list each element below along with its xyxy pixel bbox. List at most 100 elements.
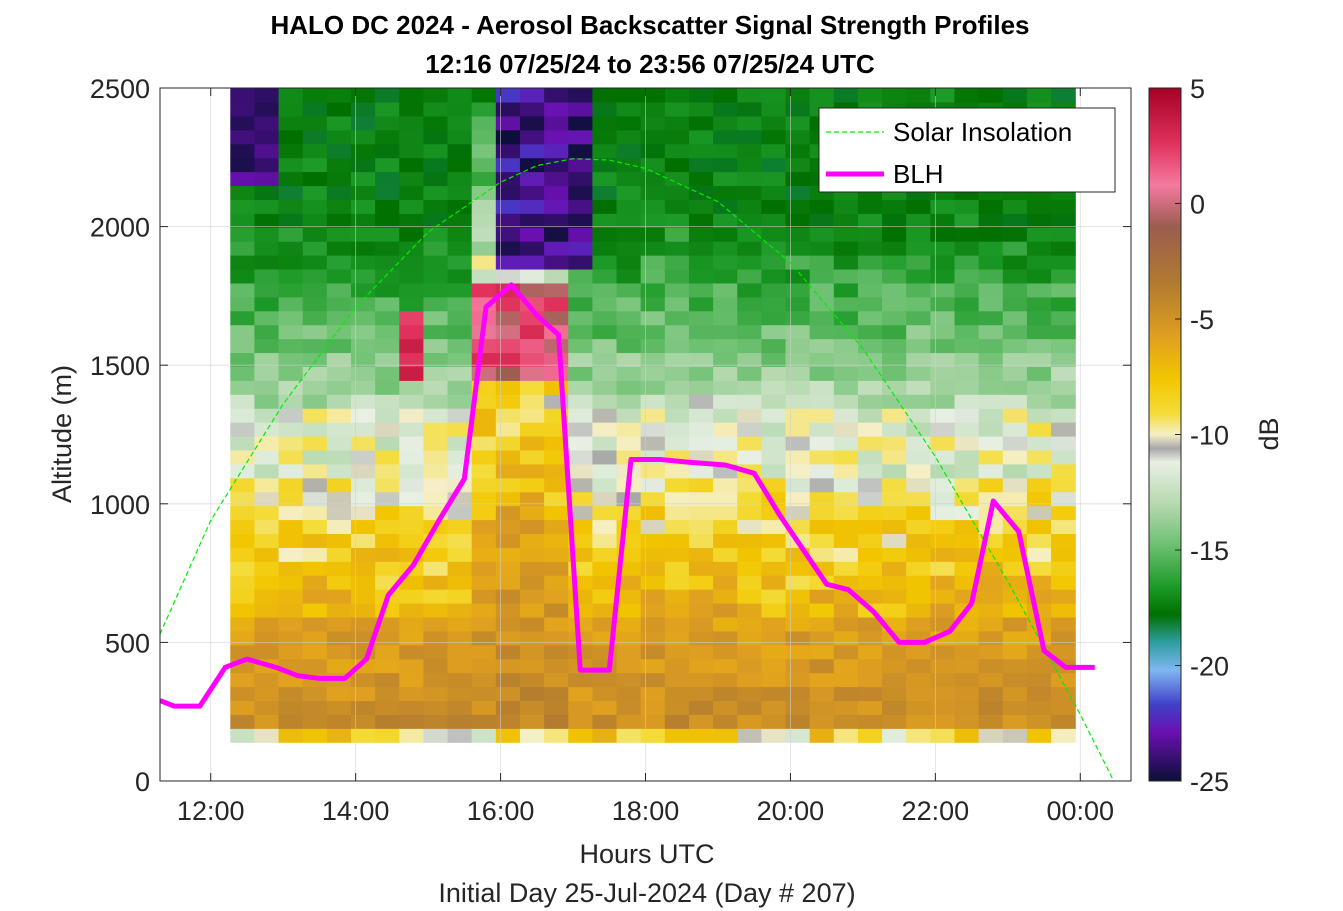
- heatmap-cell: [664, 157, 690, 173]
- heatmap-cell: [640, 477, 666, 493]
- heatmap-cell: [761, 213, 787, 228]
- heatmap-cell: [568, 728, 593, 743]
- heatmap-cell: [737, 658, 762, 674]
- heatmap-cell: [375, 505, 400, 521]
- heatmap-cell: [326, 519, 352, 535]
- heatmap-cell: [375, 115, 400, 131]
- heatmap-cell: [737, 101, 762, 117]
- heatmap-cell: [302, 463, 328, 479]
- heatmap-cell: [1051, 296, 1076, 312]
- heatmap-cell: [326, 157, 352, 173]
- heatmap-cell: [230, 672, 256, 688]
- heatmap-cell: [278, 199, 304, 214]
- heatmap-cell: [809, 324, 835, 340]
- heatmap-cell: [423, 380, 449, 395]
- heatmap-cell: [544, 686, 569, 702]
- heatmap-cell: [519, 547, 545, 562]
- heatmap-cell: [930, 575, 956, 590]
- heatmap-cell: [1051, 463, 1076, 479]
- heatmap-cell: [230, 268, 256, 284]
- heatmap-cell: [302, 422, 328, 437]
- heatmap-cell: [737, 282, 762, 298]
- heatmap-cell: [447, 213, 473, 228]
- heatmap-cell: [713, 700, 738, 715]
- heatmap-cell: [688, 366, 714, 381]
- heatmap-cell: [857, 394, 883, 409]
- heatmap-cell: [954, 213, 980, 228]
- heatmap-cell: [423, 603, 449, 618]
- heatmap-cell: [737, 644, 762, 660]
- heatmap-cell: [399, 630, 425, 646]
- heatmap-cell: [906, 728, 931, 743]
- heatmap-cell: [519, 616, 545, 632]
- heatmap-cell: [471, 394, 497, 409]
- heatmap-cell: [761, 129, 787, 145]
- heatmap-cell: [785, 477, 811, 493]
- heatmap-cell: [592, 547, 618, 562]
- heatmap-cell: [882, 449, 907, 465]
- heatmap-cell: [954, 672, 980, 688]
- heatmap-cell: [423, 561, 449, 576]
- heatmap-cell: [1051, 644, 1076, 660]
- heatmap-cell: [833, 561, 859, 576]
- heatmap-cell: [857, 324, 883, 340]
- heatmap-cell: [399, 575, 425, 590]
- heatmap-cell: [568, 477, 593, 493]
- heatmap-cell: [568, 255, 593, 270]
- heatmap-cell: [857, 672, 883, 688]
- heatmap-cell: [568, 366, 593, 381]
- heatmap-cell: [544, 463, 569, 479]
- heatmap-cell: [302, 700, 328, 715]
- heatmap-cell: [882, 672, 907, 688]
- heatmap-cell: [809, 603, 835, 618]
- heatmap-cell: [664, 477, 690, 493]
- heatmap-cell: [1002, 435, 1028, 451]
- heatmap-cell: [761, 380, 787, 395]
- heatmap-cell: [568, 380, 593, 395]
- heatmap-cell: [519, 366, 545, 381]
- heatmap-cell: [230, 547, 256, 562]
- heatmap-cell: [785, 268, 811, 284]
- heatmap-cell: [519, 422, 545, 437]
- heatmap-cell: [906, 686, 931, 702]
- heatmap-cell: [230, 241, 256, 256]
- heatmap-cell: [1002, 449, 1028, 465]
- heatmap-cell: [785, 296, 811, 312]
- heatmap-cell: [857, 519, 883, 535]
- footer-label: Initial Day 25-Jul-2024 (Day # 207): [438, 878, 855, 908]
- heatmap-cell: [809, 199, 835, 214]
- heatmap-cell: [833, 282, 859, 298]
- heatmap-cell: [375, 519, 400, 535]
- heatmap-cell: [761, 199, 787, 214]
- heatmap-cell: [278, 380, 304, 395]
- heatmap-cell: [737, 241, 762, 256]
- heatmap-cell: [809, 491, 835, 507]
- heatmap-cell: [592, 714, 618, 729]
- heatmap-cell: [688, 505, 714, 521]
- heatmap-cell: [544, 435, 569, 451]
- heatmap-cell: [447, 630, 473, 646]
- heatmap-cell: [906, 338, 931, 354]
- heatmap-cell: [616, 296, 642, 312]
- heatmap-cell: [592, 143, 618, 159]
- heatmap-cell: [906, 88, 931, 103]
- heatmap-cell: [906, 700, 931, 715]
- heatmap-cell: [1002, 241, 1028, 256]
- heatmap-cell: [785, 338, 811, 354]
- heatmap-cell: [254, 394, 280, 409]
- heatmap-cell: [326, 435, 352, 451]
- heatmap-cell: [713, 143, 738, 159]
- heatmap-cell: [278, 157, 304, 173]
- heatmap-cell: [713, 129, 738, 145]
- heatmap-cell: [399, 394, 425, 409]
- heatmap-cell: [254, 477, 280, 493]
- heatmap-cell: [471, 463, 497, 479]
- heatmap-cell: [978, 296, 1004, 312]
- heatmap-cell: [375, 296, 400, 312]
- heatmap-cell: [785, 714, 811, 729]
- heatmap-cell: [568, 157, 593, 173]
- heatmap-cell: [399, 143, 425, 159]
- heatmap-cell: [713, 157, 738, 173]
- heatmap-cell: [713, 672, 738, 688]
- heatmap-cell: [230, 463, 256, 479]
